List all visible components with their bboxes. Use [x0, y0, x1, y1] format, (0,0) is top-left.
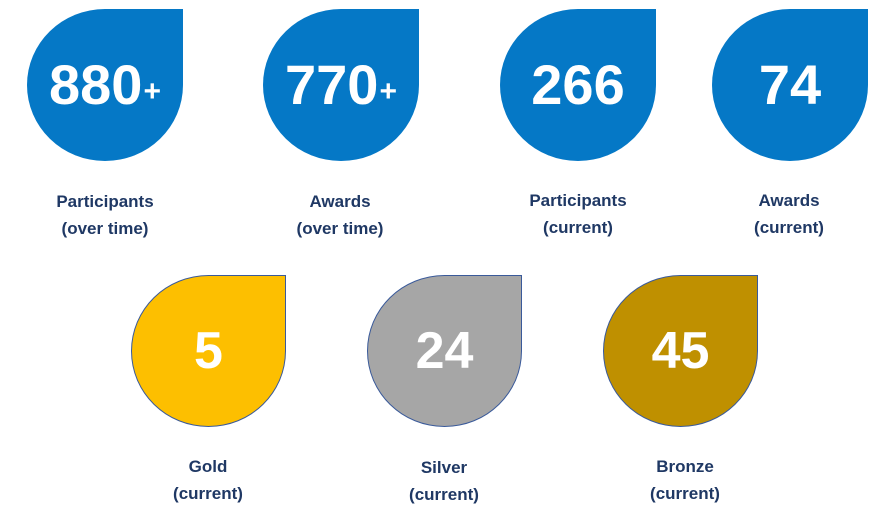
participants-over-time-label: Participants (over time) — [25, 188, 185, 242]
participants-over-time-suffix: + — [143, 75, 161, 108]
participants-over-time-label-line2: (over time) — [61, 219, 149, 238]
awards-over-time-suffix: + — [379, 75, 397, 108]
awards-current-drop: 74 — [712, 9, 868, 161]
awards-over-time-label-line1: Awards — [309, 192, 371, 211]
bronze-label-line1: Bronze — [656, 457, 714, 476]
silver-label-line1: Silver — [420, 458, 468, 477]
bronze-drop: 45 — [603, 275, 758, 427]
participants-over-time-label-line1: Participants — [56, 192, 154, 211]
participants-over-time-drop: 880 + — [27, 9, 183, 161]
silver-drop: 24 — [367, 275, 522, 427]
participants-current-label-line1: Participants — [529, 191, 627, 210]
participants-current-drop: 266 — [500, 9, 656, 161]
gold-drop: 5 — [131, 275, 286, 427]
participants-current-label-line2: (current) — [543, 218, 613, 237]
awards-over-time-value: 770 — [285, 53, 379, 116]
participants-current-label: Participants (current) — [498, 187, 658, 241]
gold-label-line1: Gold — [188, 457, 228, 476]
gold-value: 5 — [194, 322, 223, 380]
awards-over-time-label-line2: (over time) — [296, 219, 384, 238]
awards-current-label-line1: Awards — [758, 191, 820, 210]
awards-current-label-line2: (current) — [754, 218, 824, 237]
bronze-value: 45 — [651, 322, 710, 380]
participants-current-value: 266 — [531, 53, 625, 116]
awards-current-label: Awards (current) — [709, 187, 869, 241]
awards-over-time-label: Awards (over time) — [260, 188, 420, 242]
silver-label-line2: (current) — [409, 485, 479, 504]
participants-over-time-value: 880 — [49, 53, 143, 116]
gold-label-line2: (current) — [173, 484, 243, 503]
silver-label: Silver (current) — [364, 454, 524, 508]
silver-value: 24 — [415, 322, 474, 380]
gold-label: Gold (current) — [128, 453, 288, 507]
bronze-label: Bronze (current) — [605, 453, 765, 507]
awards-over-time-drop: 770 + — [263, 9, 419, 161]
awards-current-value: 74 — [758, 53, 822, 116]
bronze-label-line2: (current) — [650, 484, 720, 503]
